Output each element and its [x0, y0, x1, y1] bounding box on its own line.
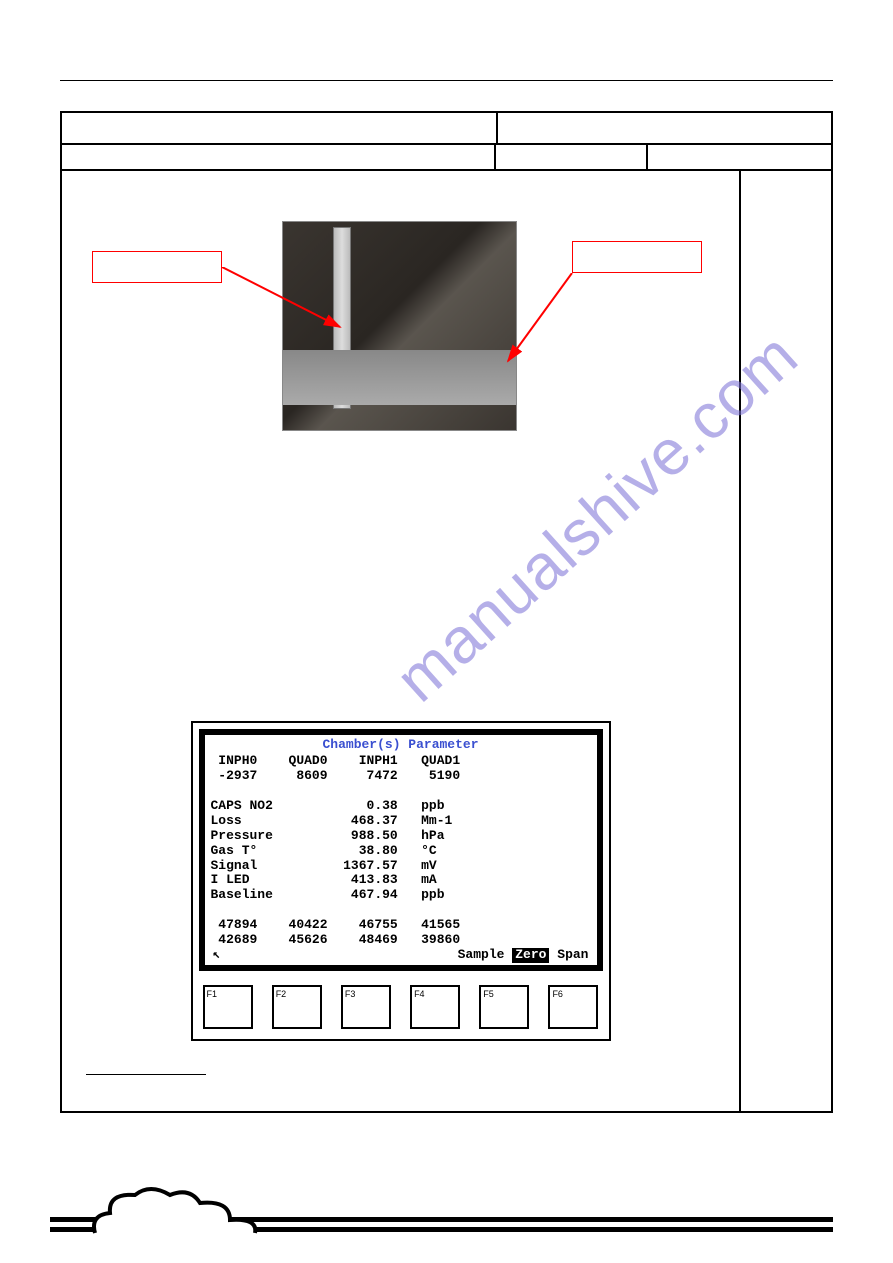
- fkey-f6[interactable]: F6: [548, 985, 598, 1029]
- lcd-zero-label[interactable]: Zero: [512, 948, 549, 963]
- function-keys: F1 F2 F3 F4 F5 F6: [193, 977, 609, 1039]
- footnote-rule: [86, 1074, 206, 1075]
- lcd-sample-label[interactable]: Sample: [458, 948, 505, 963]
- fkey-f2[interactable]: F2: [272, 985, 322, 1029]
- lcd-footer: ↖ Sample Zero Span: [211, 948, 591, 965]
- lcd-span-label[interactable]: Span: [557, 948, 588, 963]
- table-subheader-row: [62, 145, 831, 171]
- lcd-header-values: -2937 8609 7472 5190: [211, 769, 591, 784]
- fkey-f5[interactable]: F5: [479, 985, 529, 1029]
- lcd-param-row: Signal 1367.57 mV: [211, 859, 591, 874]
- page-footer: [50, 1183, 833, 1243]
- lcd-title: Chamber(s) Parameter: [211, 737, 591, 754]
- lcd-param-row: CAPS NO2 0.38 ppb: [211, 799, 591, 814]
- side-column: [741, 171, 831, 1111]
- lcd-spacer: [211, 903, 591, 918]
- photo-figure: [82, 201, 719, 461]
- subheader-cell-2: [496, 145, 648, 169]
- callout-box-right: [572, 241, 702, 273]
- subheader-cell-1: [62, 145, 496, 169]
- header-cell-left: [62, 113, 498, 143]
- lcd-param-row: Gas T° 38.80 °C: [211, 844, 591, 859]
- cloud-logo-icon: [90, 1185, 260, 1237]
- main-column: Chamber(s) Parameter INPH0 QUAD0 INPH1 Q…: [62, 171, 741, 1111]
- table-header-row: [62, 113, 831, 145]
- lcd-param-row: Loss 468.37 Mm-1: [211, 814, 591, 829]
- arrow-left: [222, 267, 352, 347]
- content-row: Chamber(s) Parameter INPH0 QUAD0 INPH1 Q…: [62, 171, 831, 1111]
- top-rule: [60, 80, 833, 81]
- main-table: Chamber(s) Parameter INPH0 QUAD0 INPH1 Q…: [60, 111, 833, 1113]
- arrow-right: [502, 273, 622, 373]
- subheader-cell-3: [648, 145, 831, 169]
- lcd-header-labels: INPH0 QUAD0 INPH1 QUAD1: [211, 754, 591, 769]
- lcd-param-row: Baseline 467.94 ppb: [211, 888, 591, 903]
- lcd-param-row: Pressure 988.50 hPa: [211, 829, 591, 844]
- header-cell-right: [498, 113, 831, 143]
- callout-box-left: [92, 251, 222, 283]
- lcd-matrix-row: 42689 45626 48469 39860: [211, 933, 591, 948]
- lcd-content: Chamber(s) Parameter INPH0 QUAD0 INPH1 Q…: [205, 735, 597, 965]
- fkey-f3[interactable]: F3: [341, 985, 391, 1029]
- fkey-f4[interactable]: F4: [410, 985, 460, 1029]
- lcd-matrix-row: 47894 40422 46755 41565: [211, 918, 591, 933]
- page: Chamber(s) Parameter INPH0 QUAD0 INPH1 Q…: [0, 0, 893, 1263]
- lcd-back-icon[interactable]: ↖: [213, 948, 221, 963]
- fkey-f1[interactable]: F1: [203, 985, 253, 1029]
- lcd-screen: Chamber(s) Parameter INPH0 QUAD0 INPH1 Q…: [199, 729, 603, 971]
- lcd-param-row: I LED 413.83 mA: [211, 873, 591, 888]
- lcd-panel: Chamber(s) Parameter INPH0 QUAD0 INPH1 Q…: [191, 721, 611, 1041]
- lcd-spacer: [211, 784, 591, 799]
